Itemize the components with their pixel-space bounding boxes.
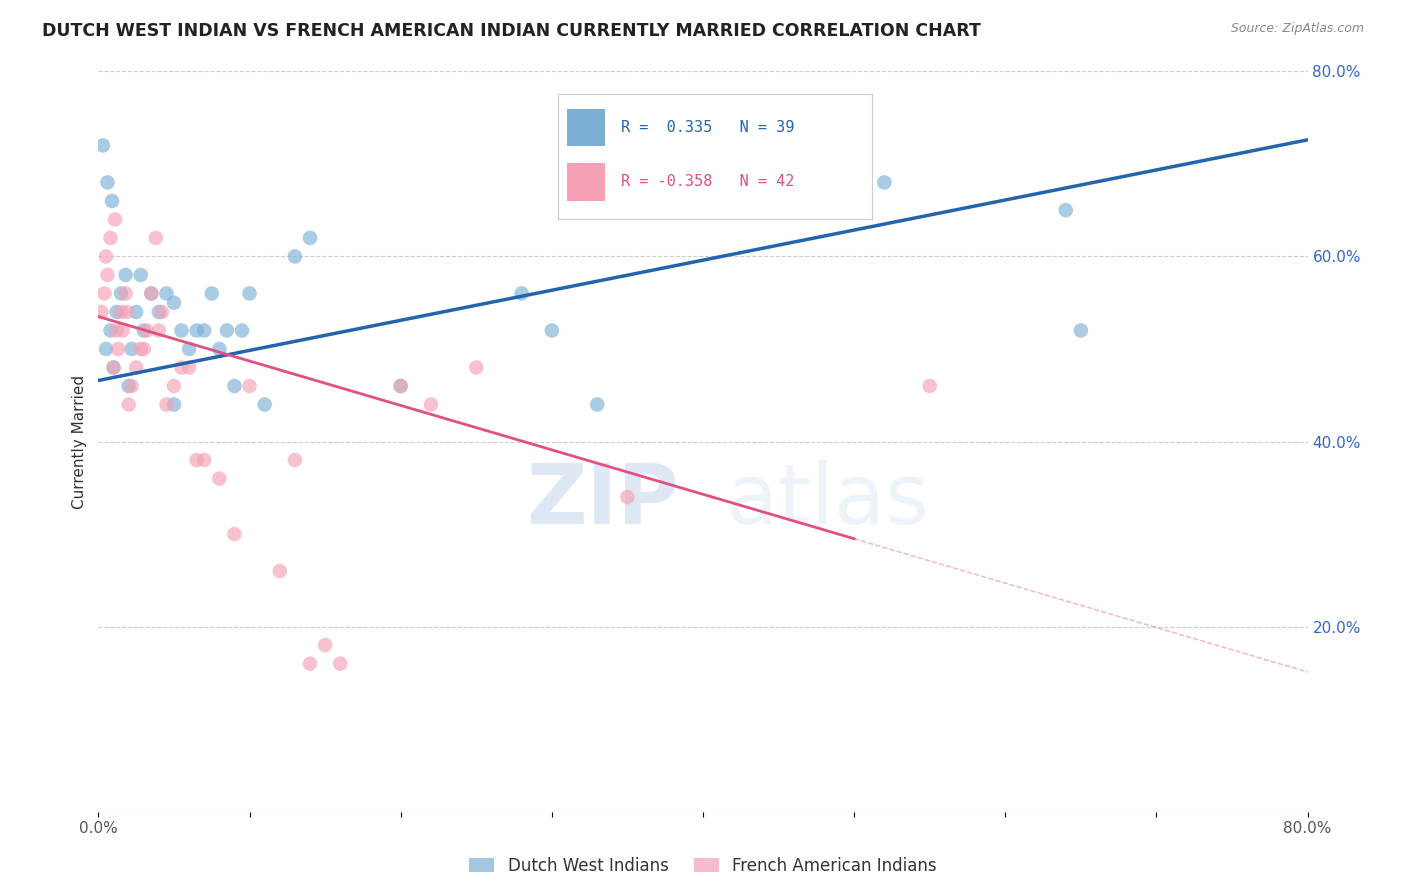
Point — [201, 286, 224, 301]
Point — [90, 305, 112, 319]
Point — [389, 379, 412, 393]
Point — [103, 360, 125, 375]
Point — [107, 342, 129, 356]
Point — [125, 305, 148, 319]
Point — [93, 286, 115, 301]
Point — [100, 231, 122, 245]
Point — [215, 324, 238, 338]
Point — [148, 305, 170, 319]
Point — [208, 472, 231, 486]
Point — [145, 231, 167, 245]
Point — [389, 379, 412, 393]
Point — [329, 657, 352, 671]
Point — [186, 324, 208, 338]
Point — [540, 324, 562, 338]
Point — [121, 342, 143, 356]
Point — [186, 453, 208, 467]
Point — [100, 324, 122, 338]
Point — [224, 379, 246, 393]
Point — [163, 398, 186, 412]
Point — [193, 453, 215, 467]
Point — [299, 231, 322, 245]
Point — [1054, 203, 1077, 218]
Point — [510, 286, 533, 301]
Text: Source: ZipAtlas.com: Source: ZipAtlas.com — [1230, 22, 1364, 36]
Point — [96, 175, 118, 190]
Point — [101, 194, 124, 208]
Point — [231, 324, 253, 338]
Point — [114, 286, 136, 301]
Point — [918, 379, 941, 393]
Text: DUTCH WEST INDIAN VS FRENCH AMERICAN INDIAN CURRENTLY MARRIED CORRELATION CHART: DUTCH WEST INDIAN VS FRENCH AMERICAN IND… — [42, 22, 981, 40]
Point — [148, 324, 170, 338]
Point — [135, 324, 157, 338]
Point — [125, 360, 148, 375]
Point — [96, 268, 118, 282]
Point — [132, 342, 155, 356]
Point — [110, 286, 132, 301]
Point — [193, 324, 215, 338]
Point — [94, 342, 117, 356]
Point — [873, 175, 896, 190]
Point — [118, 379, 141, 393]
Point — [269, 564, 291, 578]
Point — [163, 295, 186, 310]
Point — [239, 379, 262, 393]
Text: atlas: atlas — [727, 460, 929, 541]
Point — [141, 286, 163, 301]
Point — [91, 138, 114, 153]
Point — [224, 527, 246, 541]
Point — [239, 286, 262, 301]
Point — [104, 212, 127, 227]
Point — [105, 305, 128, 319]
Point — [129, 342, 152, 356]
Point — [586, 398, 609, 412]
Point — [155, 398, 177, 412]
Point — [115, 305, 138, 319]
Point — [1070, 324, 1092, 338]
Point — [420, 398, 443, 412]
Point — [118, 398, 141, 412]
Legend: Dutch West Indians, French American Indians: Dutch West Indians, French American Indi… — [470, 856, 936, 875]
Point — [170, 324, 193, 338]
Point — [170, 360, 193, 375]
Point — [132, 324, 155, 338]
Point — [129, 268, 152, 282]
Point — [465, 360, 488, 375]
Y-axis label: Currently Married: Currently Married — [72, 375, 87, 508]
Point — [150, 305, 173, 319]
Point — [105, 324, 128, 338]
Point — [114, 268, 136, 282]
Text: ZIP: ZIP — [526, 460, 679, 541]
Point — [155, 286, 177, 301]
Point — [121, 379, 143, 393]
Point — [179, 360, 201, 375]
Point — [299, 657, 322, 671]
Point — [103, 360, 125, 375]
Point — [284, 250, 307, 264]
Point — [314, 638, 336, 652]
Point — [94, 250, 117, 264]
Point — [110, 305, 132, 319]
Point — [141, 286, 163, 301]
Point — [208, 342, 231, 356]
Point — [616, 490, 638, 504]
Point — [111, 324, 134, 338]
Point — [163, 379, 186, 393]
Point — [179, 342, 201, 356]
Point — [253, 398, 276, 412]
Point — [284, 453, 307, 467]
